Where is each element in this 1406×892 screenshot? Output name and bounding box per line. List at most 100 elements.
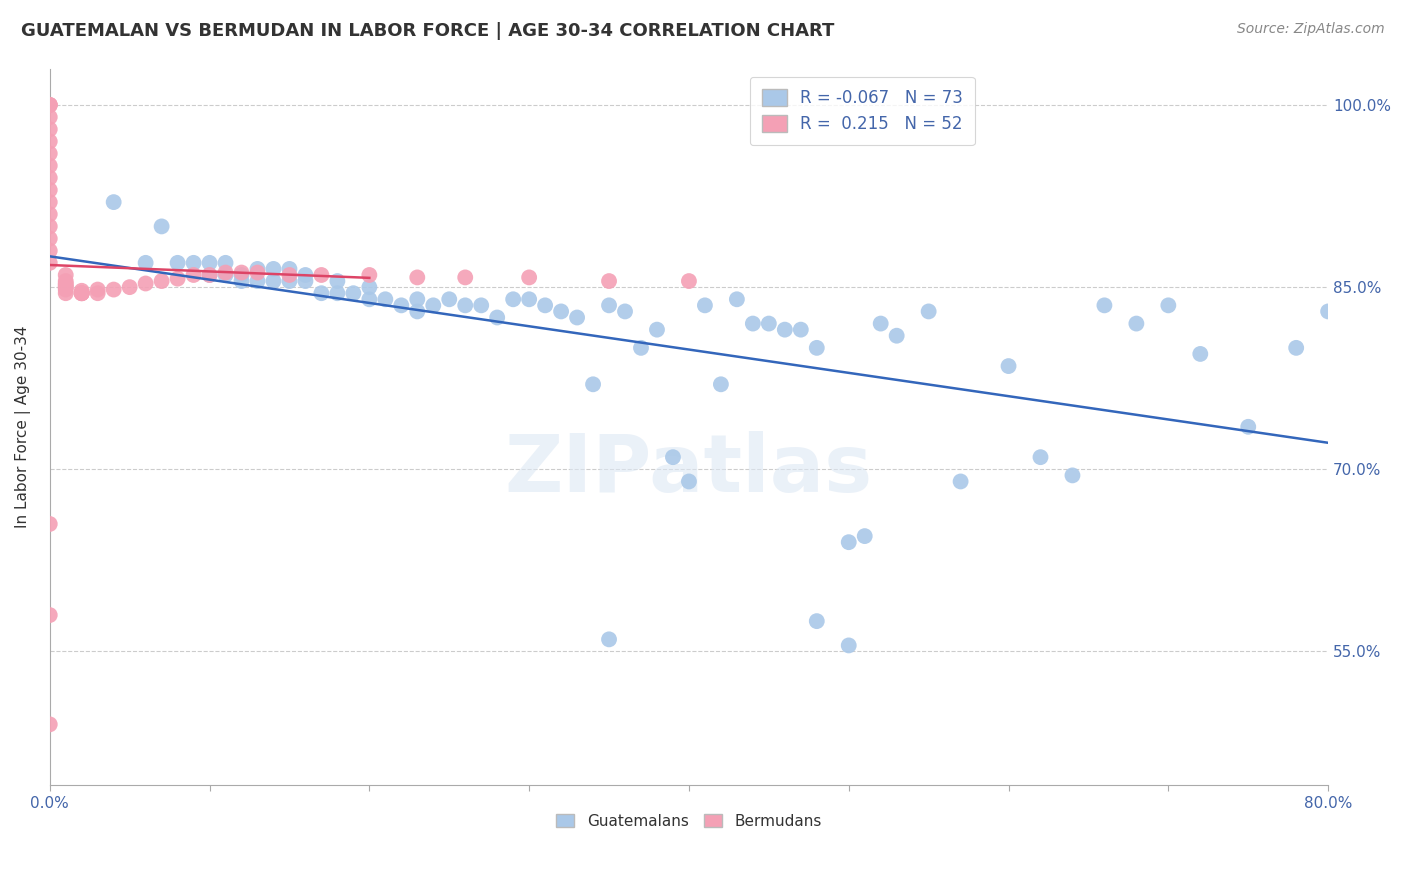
Point [454, 298, 477, 312]
Point [38, 608, 60, 623]
Point [55, 280, 77, 294]
Point [806, 341, 828, 355]
Point [886, 328, 908, 343]
Point [311, 268, 333, 282]
Point [838, 639, 860, 653]
Point [598, 274, 620, 288]
Point [118, 280, 141, 294]
Point [359, 293, 381, 307]
Point [598, 298, 620, 312]
Point [630, 341, 652, 355]
Point [502, 293, 524, 307]
Point [326, 274, 349, 288]
Point [1062, 468, 1084, 483]
Point [38, 98, 60, 112]
Point [38, 183, 60, 197]
Point [342, 286, 364, 301]
Point [214, 268, 236, 282]
Point [38, 256, 60, 270]
Text: GUATEMALAN VS BERMUDAN IN LABOR FORCE | AGE 30-34 CORRELATION CHART: GUATEMALAN VS BERMUDAN IN LABOR FORCE | … [21, 22, 835, 40]
Point [214, 266, 236, 280]
Point [150, 219, 173, 234]
Point [359, 280, 381, 294]
Point [662, 450, 685, 465]
Point [406, 270, 429, 285]
Point [278, 268, 301, 282]
Point [454, 270, 477, 285]
Point [439, 293, 461, 307]
Point [231, 266, 253, 280]
Point [198, 268, 221, 282]
Point [55, 283, 77, 297]
Point [70, 284, 93, 298]
Point [246, 261, 269, 276]
Point [359, 268, 381, 282]
Point [38, 146, 60, 161]
Point [214, 256, 236, 270]
Text: Source: ZipAtlas.com: Source: ZipAtlas.com [1237, 22, 1385, 37]
Point [741, 317, 763, 331]
Point [406, 304, 429, 318]
Point [326, 286, 349, 301]
Point [70, 286, 93, 301]
Y-axis label: In Labor Force | Age 30-34: In Labor Force | Age 30-34 [15, 326, 31, 528]
Point [103, 195, 125, 210]
Point [166, 256, 188, 270]
Point [38, 195, 60, 210]
Point [1094, 298, 1116, 312]
Point [917, 304, 939, 318]
Point [55, 277, 77, 291]
Point [1285, 341, 1308, 355]
Point [294, 268, 316, 282]
Point [853, 529, 876, 543]
Point [38, 122, 60, 136]
Point [198, 268, 221, 282]
Point [38, 98, 60, 112]
Point [38, 244, 60, 258]
Point [70, 286, 93, 301]
Point [38, 170, 60, 185]
Point [38, 516, 60, 531]
Point [773, 323, 796, 337]
Point [1317, 304, 1340, 318]
Point [311, 286, 333, 301]
Point [725, 293, 748, 307]
Point [135, 277, 157, 291]
Point [389, 298, 412, 312]
Point [838, 535, 860, 549]
Point [294, 274, 316, 288]
Point [1125, 317, 1147, 331]
Point [678, 274, 700, 288]
Point [645, 323, 668, 337]
Point [534, 298, 557, 312]
Point [422, 298, 444, 312]
Point [278, 261, 301, 276]
Point [86, 286, 108, 301]
Point [263, 261, 285, 276]
Point [38, 207, 60, 221]
Point [150, 274, 173, 288]
Point [246, 274, 269, 288]
Text: ZIPatlas: ZIPatlas [505, 431, 873, 508]
Point [806, 614, 828, 628]
Point [678, 475, 700, 489]
Point [1029, 450, 1052, 465]
Point [70, 286, 93, 301]
Point [517, 293, 540, 307]
Point [166, 271, 188, 285]
Point [38, 98, 60, 112]
Point [614, 304, 637, 318]
Point [1189, 347, 1212, 361]
Point [55, 280, 77, 294]
Point [183, 256, 205, 270]
Point [55, 268, 77, 282]
Point [103, 283, 125, 297]
Point [198, 256, 221, 270]
Point [135, 256, 157, 270]
Point [598, 632, 620, 647]
Point [38, 219, 60, 234]
Point [406, 293, 429, 307]
Point [758, 317, 780, 331]
Point [86, 283, 108, 297]
Point [470, 298, 492, 312]
